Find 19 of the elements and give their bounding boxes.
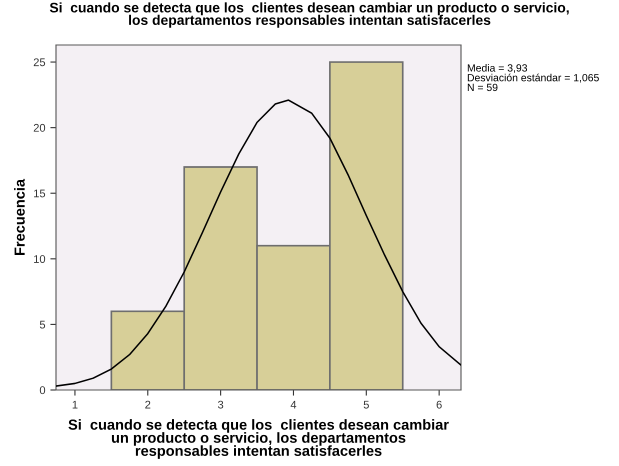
y-tick-label: 25 [34,58,46,66]
text: Desviación estándar = 1,065 [468,74,599,83]
chart-title: Si cuando se detecta que los clientes desean cambiar un producto o servicio, los departamentos responsables intentan satisfacerles [50,2,569,28]
x-tick-label: 1 [72,400,78,408]
x-tick-label: 2 [145,400,150,408]
x-tick-label: 4 [290,400,296,408]
y-tick-label: 10 [34,255,46,263]
text: N = 59 [468,84,498,92]
line-series [56,99,461,387]
y-tick-label: 15 [34,190,46,198]
x-tick-label: 3 [218,400,224,409]
text: Media = 3,93 [468,64,528,73]
y-axis-title: Frecuencia [14,178,25,256]
x-axis-title: Si cuando se detecta que los clientes desean cambiar un producto o servicio, los departamentos responsables intentan satisfacerles [68,419,449,459]
y-tick-label: 5 [40,320,46,329]
x-tick-label: 6 [436,400,442,409]
y-tick-label: 0 [40,386,46,394]
x-tick-label: 5 [364,400,369,409]
y-tick-label: 20 [34,124,46,132]
